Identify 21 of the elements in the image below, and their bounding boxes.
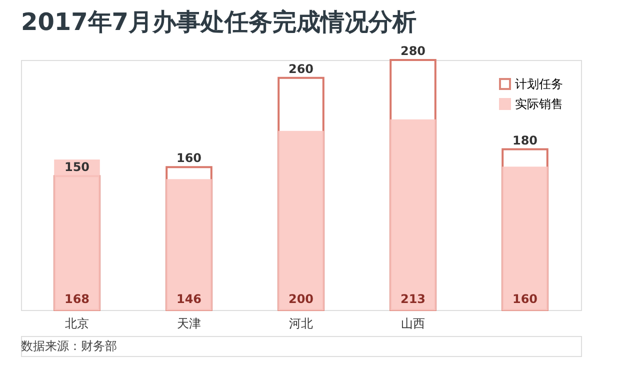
bar (54, 160, 100, 310)
data-label: 260 (288, 62, 314, 76)
data-label: 150 (64, 160, 90, 174)
data-label: 168 (64, 292, 90, 306)
bar (278, 130, 324, 310)
x-tick-label: 北京 (65, 316, 89, 330)
data-label: 180 (512, 133, 538, 148)
x-tick-label: 山西 (401, 316, 425, 330)
chart-title: 2017年7月办事处任务完成情况分析 (21, 8, 416, 36)
data-label: 146 (176, 292, 202, 306)
bar (390, 119, 436, 310)
data-label: 160 (512, 292, 538, 306)
data-label: 213 (400, 292, 426, 306)
data-label: 200 (288, 292, 314, 306)
legend-label: 实际销售 (515, 97, 563, 111)
x-tick-label: 天津 (177, 316, 201, 330)
data-label: 280 (400, 44, 426, 58)
legend-label: 计划任务 (515, 77, 563, 91)
x-tick-label: 河北 (289, 316, 313, 330)
data-label: 160 (176, 151, 202, 166)
source-note: 数据来源：财务部 (21, 339, 117, 353)
